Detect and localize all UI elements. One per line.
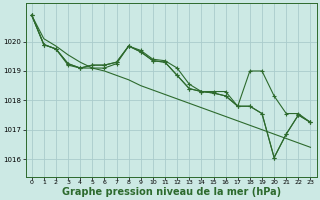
- X-axis label: Graphe pression niveau de la mer (hPa): Graphe pression niveau de la mer (hPa): [61, 187, 281, 197]
